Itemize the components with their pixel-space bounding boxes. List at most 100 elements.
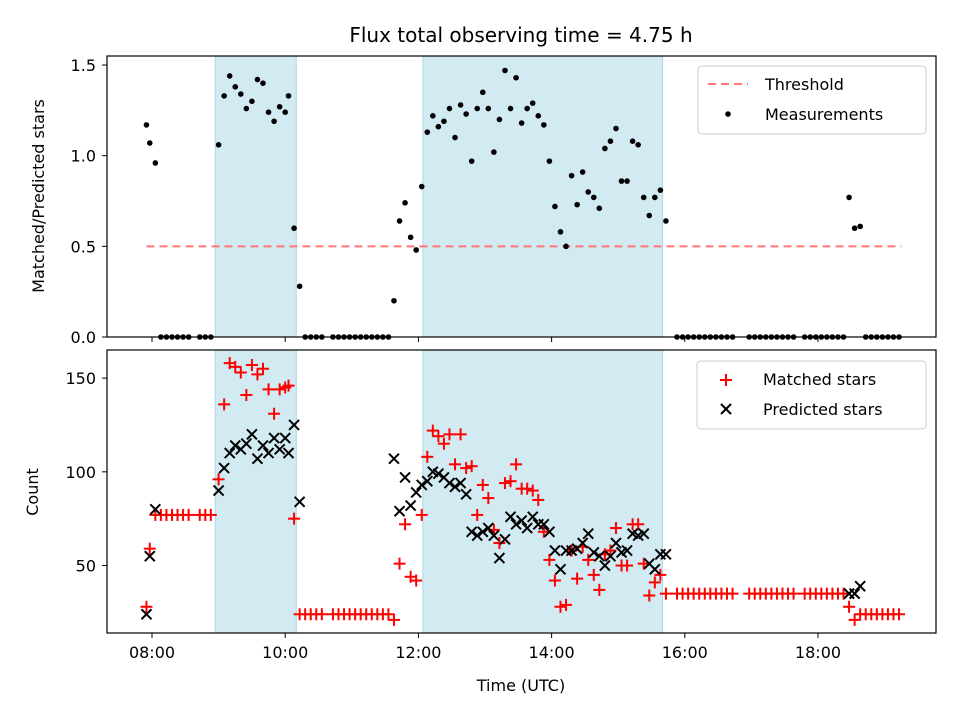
matched-star-point [571,572,584,585]
matched-star-point [643,589,656,602]
matched-star-point [382,608,395,621]
measurement-point [215,142,222,148]
predicted-star-point [538,518,550,531]
measurement-point [518,120,525,126]
measurement-point [407,234,414,241]
measurement-point [568,172,575,179]
measurement-point [276,103,283,110]
matched-star-point [460,462,473,475]
top-y-tick-label: 0.5 [71,237,96,256]
matched-star-point [273,383,286,396]
matched-star-point [548,574,561,587]
predicted-star-point [399,471,411,484]
measurement-point [232,84,239,90]
measurement-point [585,189,592,195]
matched-star-point [443,428,456,441]
predicted-star-point [268,432,280,444]
matched-star-point [593,583,606,596]
top-y-tick-label: 0.0 [71,328,96,347]
measurement-point [574,201,580,208]
matched-star-point [315,608,328,621]
measurement-point [143,122,150,128]
predicted-star-point [421,475,433,487]
measurement-point [226,73,233,79]
predicted-star-point [854,580,866,592]
matched-star-point [476,478,489,491]
predicted-star-point [229,439,241,452]
x-tick-label: 12:00 [395,643,441,662]
measurement-point [265,109,272,115]
top-legend: Threshold Measurements [697,65,927,135]
predicted-star-point [610,537,622,549]
measurement-point [146,140,153,146]
measurement-point [629,138,636,145]
measurement-point [291,225,297,232]
predicted-star-point [251,452,264,465]
matched-star-point [560,598,573,611]
matched-star-point [621,559,634,572]
matched-star-point [471,508,484,521]
measurement-point [413,247,419,253]
predicted-star-point [649,563,661,575]
measurement-point [282,109,289,115]
predicted-star-point [604,550,617,562]
matched-star-point [837,587,850,600]
measurement-point [296,283,303,290]
matched-star-point [632,518,645,531]
matched-star-point [504,475,517,488]
measurement-point [496,116,503,123]
measurement-point [430,113,436,119]
matched-star-point [848,613,861,626]
measurement-point [468,158,475,164]
predicted-star-point [288,419,300,431]
matched-star-point [609,522,622,535]
predicted-star-point [393,505,406,517]
matched-star-point [282,379,295,392]
matched-star-point [554,600,567,613]
predicted-star-point [848,587,861,600]
measurement-point [221,93,227,99]
top-y-tick-label: 1.0 [71,147,96,166]
measurement-point [624,178,630,184]
measurement-point [502,67,508,74]
predicted-star-point [465,526,478,538]
matched-star-point [262,383,275,396]
matched-star-point [648,576,661,589]
predicted-star-point [504,511,517,523]
matched-star-point [510,458,523,471]
predicted-star-point [582,527,594,540]
top-axes-frame [106,55,937,338]
shaded-interval-0 [214,349,297,634]
matched-star-point [604,544,617,557]
predicted-star-point [279,432,291,444]
measurement-point [491,149,497,155]
matched-star-point [387,613,400,626]
matched-star-point [251,368,264,381]
top-ticks: 0.0 0.5 1.0 1.5 [71,56,819,347]
measurement-point [479,89,486,96]
matched-star-point [482,492,495,505]
matched-star-point [410,574,423,587]
matched-star-point [399,518,412,531]
predicted-star-point [410,486,422,499]
measurement-point [602,145,608,152]
predicted-star-point [510,518,522,531]
legend-matched-swatch [720,374,732,386]
predicted-star-point [293,496,306,508]
matched-star-point [526,484,539,497]
measurement-point [640,194,647,201]
measurement-point [238,91,244,97]
bottom-y-axis-label: Count [23,468,42,516]
measurement-point [529,100,536,106]
predicted-star-point [388,452,400,465]
predicted-star-point [554,563,567,575]
matched-star-point [532,493,545,506]
matched-star-point [268,407,281,420]
predicted-star-point [527,511,539,523]
measurement-point [579,169,586,175]
measurement-point [260,80,266,86]
predicted-star-point [443,477,456,489]
predicted-star-point [144,550,156,562]
measurement-point [635,142,641,148]
